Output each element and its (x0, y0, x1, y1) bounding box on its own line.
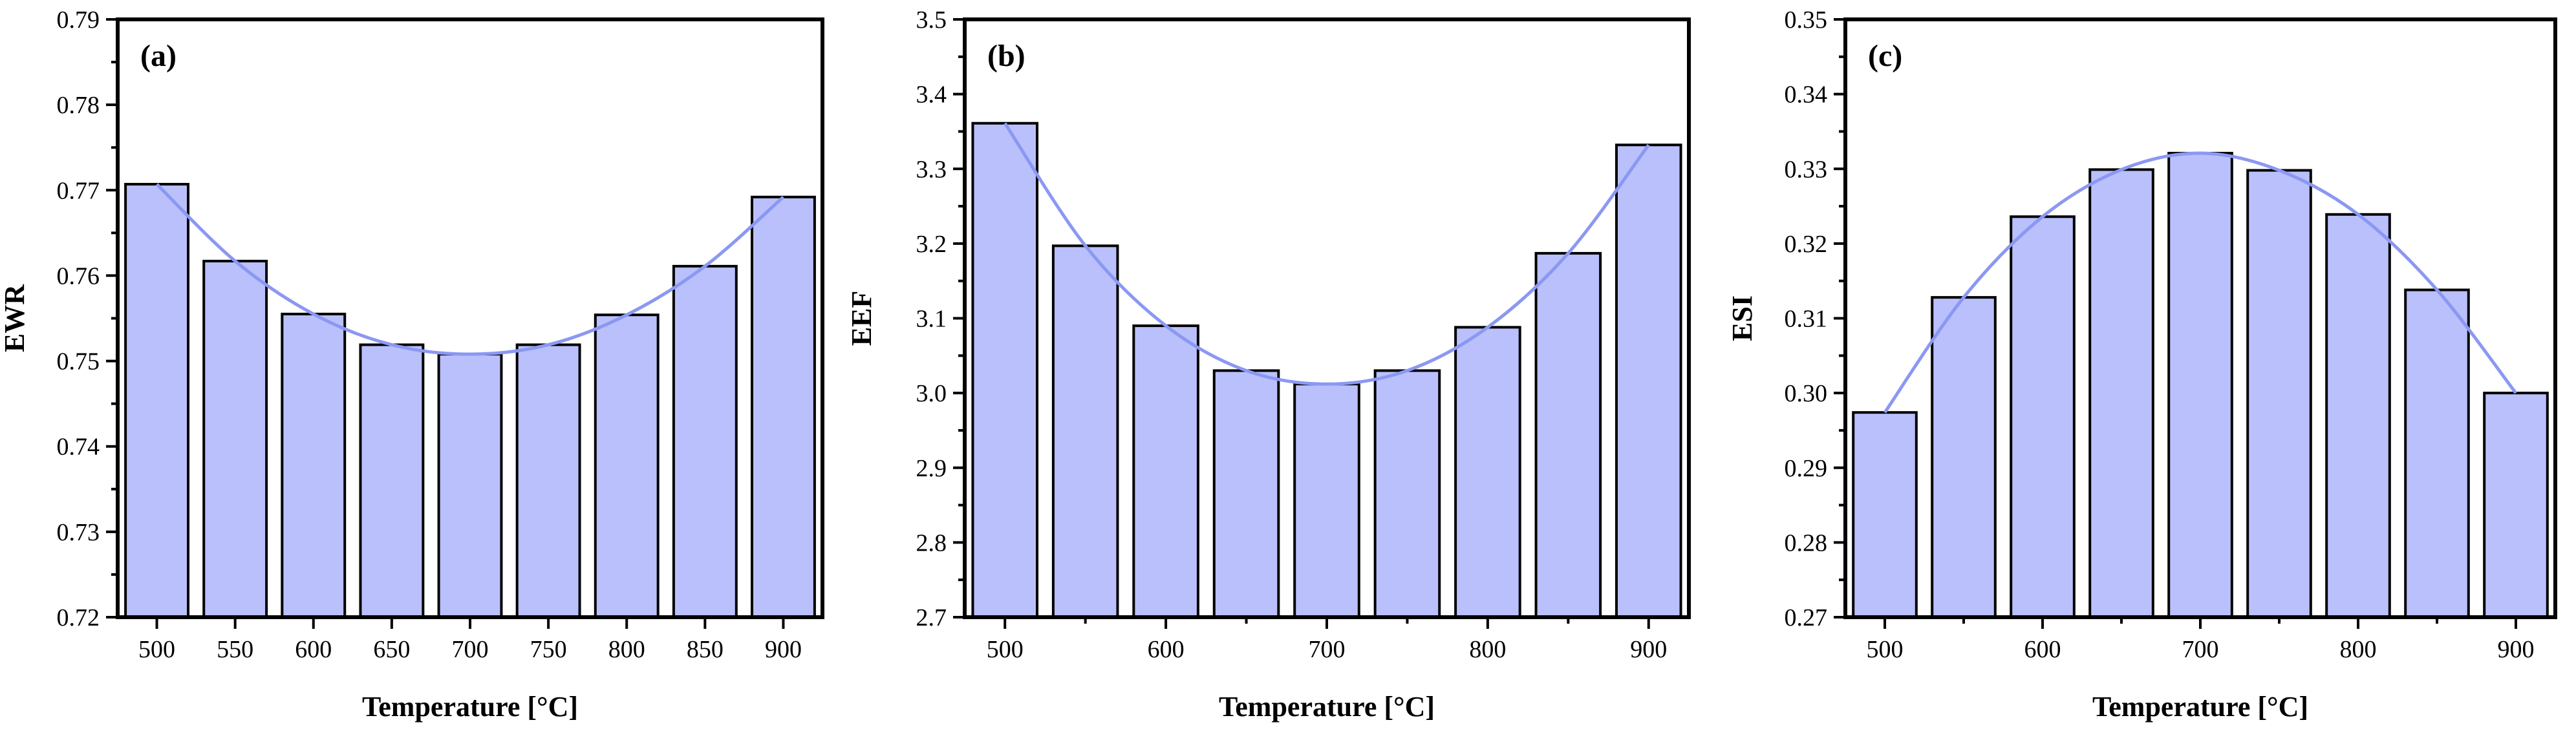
x-tick-label-c-600: 600 (2024, 636, 2061, 663)
bar-c-650 (2088, 168, 2154, 618)
x-tick-label-c-800: 800 (2340, 636, 2377, 663)
y-axis-title-b: EEF (846, 291, 877, 346)
x-axis-title-c: Temperature [°C] (2092, 691, 2308, 723)
y-tick-label-b: 3.3 (916, 156, 947, 183)
bar-b-850 (1534, 251, 1602, 618)
bar-b-550 (1051, 244, 1119, 618)
trend-line-b (1004, 122, 1650, 386)
bar-b-600 (1132, 324, 1199, 618)
bar-c-750 (2246, 169, 2312, 618)
bar-c-900 (2483, 392, 2549, 618)
x-tick-label-a-800: 800 (608, 636, 645, 663)
y-tick-label-c: 0.33 (1785, 156, 1828, 183)
y-tick-label-c: 0.35 (1785, 6, 1828, 34)
y-tick-label-b: 2.8 (916, 529, 947, 556)
y-tick-label-c: 0.34 (1785, 81, 1828, 109)
y-tick-label-a: 0.74 (57, 434, 100, 461)
panel-label-c: (c) (1868, 39, 1902, 73)
y-tick-label-b: 3.1 (916, 306, 947, 333)
bar-a-500 (124, 183, 189, 618)
bar-c-500 (1852, 411, 1918, 618)
y-tick-label-a: 0.73 (57, 519, 100, 546)
y-tick-label-b: 2.9 (916, 455, 947, 482)
y-tick-label-b: 2.7 (916, 604, 947, 631)
bar-b-900 (1615, 143, 1682, 618)
x-tick-label-a-600: 600 (295, 636, 332, 663)
y-tick-label-a: 0.75 (57, 348, 100, 375)
x-tick-label-a-850: 850 (687, 636, 724, 663)
y-tick-label-c: 0.29 (1785, 455, 1828, 482)
trend-line-a (155, 183, 785, 356)
y-axis-title-c: ESI (1726, 295, 1758, 341)
panel-a: 0.72 0.73 0.74 0.75 0.76 0.77 0.78 0.79 500 550 60… (0, 6, 824, 723)
y-tick-label-c: 0.30 (1785, 380, 1828, 407)
x-tick-label-b-500: 500 (987, 636, 1024, 663)
bar-a-800 (594, 313, 660, 618)
x-axis-title-b: Temperature [°C] (1219, 691, 1435, 723)
bar-b-500 (971, 122, 1039, 618)
y-tick-label-c: 0.28 (1785, 529, 1828, 556)
bar-a-650 (359, 343, 425, 618)
y-tick-label-b: 3.0 (916, 380, 947, 407)
y-tick-label-a: 0.77 (57, 177, 100, 204)
x-tick-label-c-700: 700 (2182, 636, 2219, 663)
bar-c-600 (2010, 215, 2076, 618)
panel-c: 0.27 0.28 0.29 0.30 0.31 0.32 0.33 0.34 0.35 500 6… (1726, 6, 2557, 723)
bar-b-700 (1293, 383, 1360, 618)
y-tick-label-c: 0.27 (1785, 604, 1828, 631)
x-tick-label-a-650: 650 (373, 636, 410, 663)
y-tick-label-c: 0.31 (1785, 306, 1828, 333)
x-tick-label-b-900: 900 (1630, 636, 1667, 663)
bar-b-750 (1373, 369, 1441, 618)
y-tick-label-c: 0.32 (1785, 231, 1828, 258)
x-tick-label-b-800: 800 (1469, 636, 1506, 663)
y-tick-label-a: 0.78 (57, 92, 100, 119)
bar-b-650 (1212, 369, 1280, 618)
y-axis-title-a: EWR (0, 284, 30, 352)
bar-a-600 (281, 312, 347, 618)
y-tick-label-a: 0.76 (57, 262, 100, 290)
bar-a-750 (515, 343, 581, 618)
bar-b-800 (1454, 326, 1521, 618)
y-tick-label-b: 3.2 (916, 231, 947, 258)
bar-a-850 (672, 264, 738, 618)
x-tick-label-b-700: 700 (1309, 636, 1346, 663)
x-tick-label-a-500: 500 (138, 636, 175, 663)
y-tick-label-b: 3.5 (916, 6, 947, 34)
bar-a-550 (202, 259, 268, 618)
x-tick-label-b-600: 600 (1148, 636, 1185, 663)
bar-a-900 (751, 195, 816, 619)
y-tick-label-a: 0.79 (57, 6, 100, 34)
bar-c-850 (2404, 288, 2470, 618)
x-tick-label-a-750: 750 (530, 636, 567, 663)
trend-line-c (1883, 151, 2517, 414)
x-tick-label-a-700: 700 (452, 636, 489, 663)
panel-label-b: (b) (987, 39, 1025, 73)
bar-c-700 (2167, 151, 2233, 618)
panel-b: 2.7 2.8 2.9 3.0 3.1 3.2 3.3 3.4 3.5 500 600 700 800 9… (846, 6, 1691, 723)
y-tick-label-b: 3.4 (916, 81, 947, 109)
x-tick-label-c-900: 900 (2498, 636, 2535, 663)
x-tick-label-a-900: 900 (765, 636, 802, 663)
x-tick-label-c-500: 500 (1867, 636, 1904, 663)
bar-c-800 (2325, 213, 2391, 618)
bar-a-700 (437, 353, 503, 618)
panel-label-a: (a) (140, 39, 177, 73)
x-axis-title-a: Temperature [°C] (362, 691, 578, 723)
x-tick-label-a-550: 550 (217, 636, 253, 663)
y-tick-label-a: 0.72 (57, 604, 100, 631)
bar-c-550 (1931, 296, 1997, 618)
